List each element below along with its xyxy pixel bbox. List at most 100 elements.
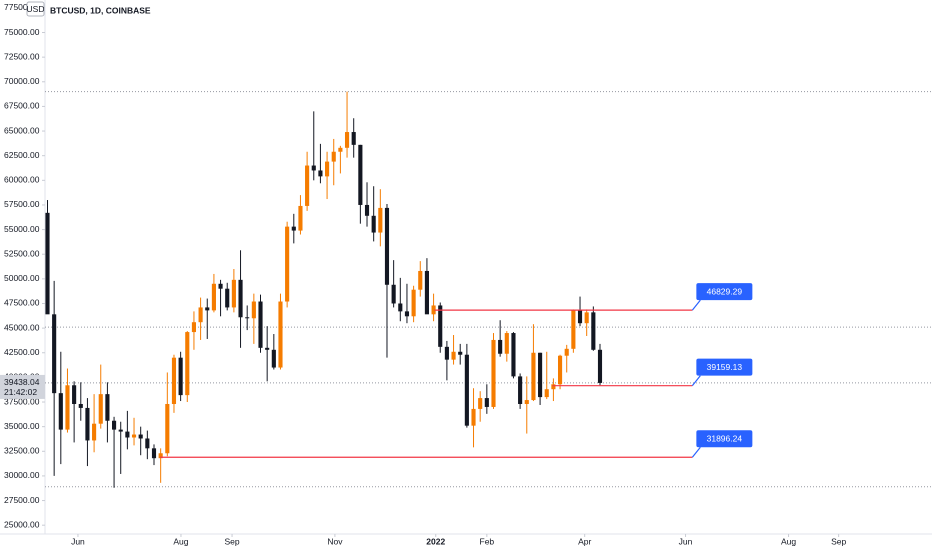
x-tick-label: Feb bbox=[480, 536, 495, 546]
level-label-box bbox=[696, 358, 753, 376]
y-tick-label: 30000.00 bbox=[4, 470, 40, 480]
candle-body bbox=[178, 357, 183, 396]
y-tick-label: 70000.00 bbox=[4, 76, 40, 86]
candle-body bbox=[78, 403, 83, 408]
candle-body bbox=[198, 307, 203, 323]
candle-body bbox=[538, 352, 543, 398]
y-tick-label: 32500.00 bbox=[4, 446, 40, 456]
candle-body bbox=[72, 385, 77, 404]
x-tick-label: Sep bbox=[224, 536, 239, 546]
y-tick-label: 52500.00 bbox=[4, 248, 40, 258]
y-tick-label: 45000.00 bbox=[4, 322, 40, 332]
candle-body bbox=[45, 212, 50, 315]
level-label-box bbox=[696, 283, 753, 301]
candle-body bbox=[265, 347, 270, 350]
candle-body bbox=[484, 398, 489, 407]
candle-body bbox=[311, 165, 316, 171]
level-connector bbox=[691, 446, 701, 458]
candle-body bbox=[564, 348, 569, 356]
currency: USD bbox=[27, 4, 45, 14]
candle-body bbox=[518, 376, 523, 404]
candle-body bbox=[464, 354, 469, 426]
y-tick-label: 55000.00 bbox=[4, 224, 40, 234]
y-tick-label: 25000.00 bbox=[4, 519, 40, 529]
candle-body bbox=[225, 288, 230, 308]
candle-body bbox=[65, 385, 70, 430]
candle-body bbox=[191, 322, 197, 333]
candle-body bbox=[591, 312, 596, 350]
candle-body bbox=[511, 333, 516, 377]
candle-body bbox=[298, 205, 303, 231]
current-price-box bbox=[0, 374, 45, 399]
candle-body bbox=[351, 132, 356, 145]
candle-body bbox=[364, 204, 370, 216]
candle-body bbox=[58, 393, 63, 430]
candle-body bbox=[318, 170, 323, 177]
candle-body bbox=[305, 165, 310, 206]
candle-body bbox=[211, 283, 216, 311]
currency-box bbox=[26, 1, 45, 17]
x-tick-label: Aug bbox=[781, 536, 796, 546]
candle-body bbox=[85, 407, 90, 441]
x-tick-label: Nov bbox=[327, 536, 343, 546]
candle-body bbox=[544, 389, 549, 398]
countdown: 21:42:02 bbox=[4, 387, 37, 397]
candle-body bbox=[418, 270, 423, 290]
candle-body bbox=[105, 394, 110, 421]
y-tick-label: 75000.00 bbox=[4, 27, 40, 37]
candle-body bbox=[384, 207, 390, 285]
candle-body bbox=[245, 317, 250, 319]
x-tick-label: Aug bbox=[173, 536, 188, 546]
candle-body bbox=[557, 355, 563, 385]
candle-body bbox=[131, 434, 137, 438]
candle-body bbox=[491, 339, 496, 407]
y-tick-label: 72500.00 bbox=[4, 51, 40, 61]
candle-body bbox=[92, 423, 97, 441]
candle-body bbox=[551, 384, 556, 390]
candle-body bbox=[424, 270, 429, 315]
candle-body bbox=[584, 312, 589, 324]
candle-body bbox=[338, 147, 343, 152]
x-tick-label: Jun bbox=[71, 536, 85, 546]
candle-body bbox=[52, 314, 57, 394]
candle-body bbox=[158, 453, 163, 459]
candle-body bbox=[151, 448, 157, 459]
level-label: 31896.24 bbox=[707, 433, 743, 443]
candle-body bbox=[524, 400, 529, 404]
candle-body bbox=[331, 151, 336, 162]
candle-body bbox=[165, 403, 170, 454]
candle-body bbox=[504, 333, 509, 354]
level-label: 46829.29 bbox=[707, 286, 743, 296]
candle-body bbox=[285, 226, 290, 302]
candle-body bbox=[125, 431, 130, 438]
candle-body bbox=[378, 207, 383, 233]
candle-body bbox=[451, 351, 456, 360]
candle-body bbox=[278, 301, 283, 368]
candle-body bbox=[238, 279, 243, 318]
y-tick-label: 50000.00 bbox=[4, 273, 40, 283]
candle-body bbox=[471, 408, 476, 426]
candle-body bbox=[358, 144, 363, 205]
candle-body bbox=[478, 398, 483, 409]
y-tick-label: 67500.00 bbox=[4, 101, 40, 111]
y-tick-label: 65000.00 bbox=[4, 125, 40, 135]
y-tick-label: 35000.00 bbox=[4, 421, 40, 431]
candle-body bbox=[271, 349, 276, 368]
y-tick-label: 62500.00 bbox=[4, 150, 40, 160]
candle-body bbox=[138, 434, 143, 439]
candle-body bbox=[458, 351, 463, 355]
candle-body bbox=[371, 215, 376, 233]
candle-body bbox=[171, 357, 177, 404]
candle-body bbox=[391, 284, 396, 304]
level-label: 39159.13 bbox=[707, 362, 743, 372]
candle-body bbox=[597, 349, 603, 383]
x-tick-label: Apr bbox=[578, 536, 591, 546]
y-tick-label: 60000.00 bbox=[4, 175, 40, 185]
candle-body bbox=[98, 394, 103, 424]
candle-body bbox=[577, 310, 583, 324]
candle-body bbox=[344, 132, 350, 148]
candle-body bbox=[231, 279, 236, 308]
candle-body bbox=[185, 332, 190, 396]
x-tick-label: Sep bbox=[831, 536, 846, 546]
